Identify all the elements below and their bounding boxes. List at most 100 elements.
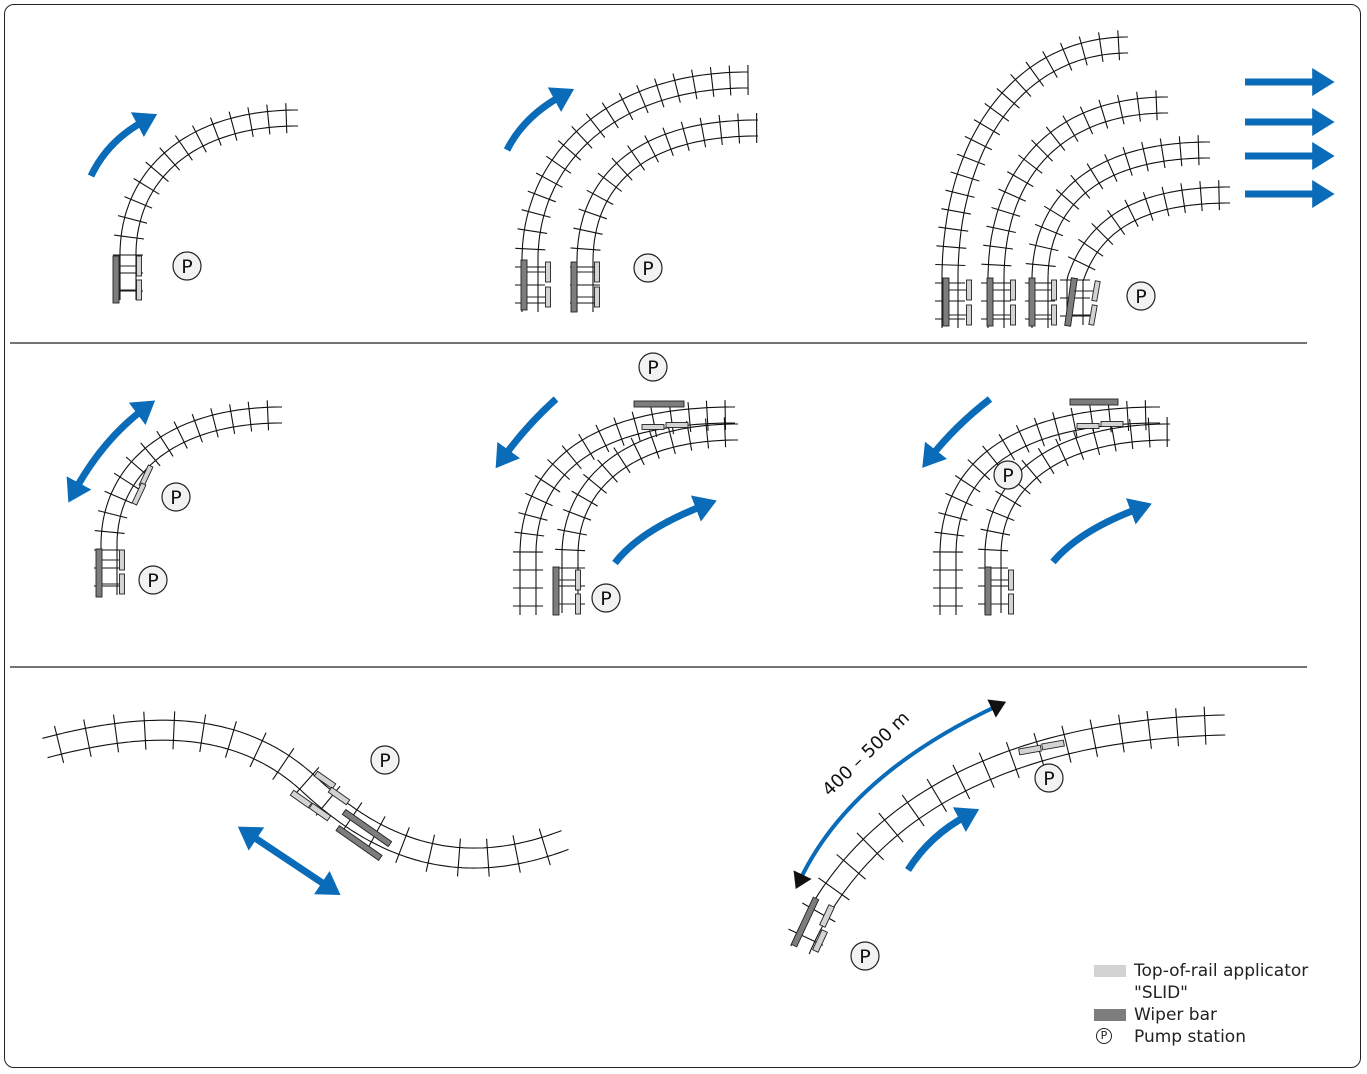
wiper-bar bbox=[112, 255, 120, 304]
rail bbox=[808, 734, 1226, 955]
legend-wiper-label: Wiper bar bbox=[1134, 1005, 1217, 1025]
rail bbox=[577, 439, 738, 613]
top-of-rail-applicator bbox=[966, 279, 972, 301]
rail bbox=[116, 422, 282, 595]
sleeper-ties bbox=[570, 112, 758, 304]
wiper-bar bbox=[1064, 277, 1078, 327]
rail bbox=[987, 96, 1168, 328]
rail bbox=[1047, 157, 1210, 328]
circled-p-icon: P bbox=[638, 352, 668, 382]
pump-station-symbol: P bbox=[1043, 768, 1054, 790]
rail bbox=[1031, 141, 1210, 328]
pump-station-circle bbox=[638, 352, 668, 382]
rail bbox=[1082, 202, 1230, 325]
legend-applicator: Top-of-rail applicator bbox=[1094, 960, 1354, 982]
sleeper-ties bbox=[515, 64, 749, 304]
top-of-rail-applicator bbox=[594, 261, 600, 283]
top-of-rail-applicator bbox=[1100, 421, 1124, 427]
rail bbox=[576, 119, 758, 312]
top-of-rail-applicator bbox=[1008, 569, 1014, 591]
pump-station-symbol: P bbox=[600, 588, 611, 610]
top-of-rail-applicator bbox=[1018, 744, 1042, 756]
top-of-rail-applicator bbox=[966, 304, 972, 326]
legend-applicator-sub: "SLID" bbox=[1094, 982, 1354, 1004]
curved-arrow-icon bbox=[922, 396, 993, 468]
double-arrow-icon bbox=[237, 826, 341, 895]
pump-station-circle bbox=[993, 460, 1023, 490]
top-of-rail-applicator bbox=[594, 286, 600, 308]
curved-arrow-icon bbox=[66, 400, 156, 503]
pump-station-circle bbox=[850, 941, 880, 971]
circled-p-icon: P bbox=[993, 460, 1023, 490]
curved-arrow-icon bbox=[503, 87, 575, 152]
rail bbox=[521, 71, 748, 312]
wiper-bar bbox=[95, 548, 103, 598]
wiper-bar bbox=[520, 259, 528, 311]
pump-station-symbol: P bbox=[170, 487, 181, 509]
sleeper-ties bbox=[981, 90, 1158, 320]
rail bbox=[42, 719, 562, 849]
pump-station-symbol: P bbox=[181, 256, 192, 278]
curved-arrow-icon bbox=[87, 112, 158, 178]
circled-p-icon: P bbox=[138, 565, 168, 595]
top-of-rail-applicator bbox=[1010, 304, 1016, 326]
top-of-rail-applicator bbox=[308, 802, 332, 822]
circled-p-icon: P bbox=[161, 482, 191, 512]
rail bbox=[1003, 112, 1169, 328]
top-of-rail-applicator bbox=[545, 286, 551, 308]
top-of-rail-applicator bbox=[327, 786, 351, 806]
pump-station-symbol: P bbox=[859, 946, 870, 968]
rail bbox=[119, 109, 298, 300]
rail bbox=[135, 125, 299, 300]
wiper-bar bbox=[984, 566, 992, 616]
rail bbox=[984, 423, 1170, 613]
circled-p-icon: P bbox=[1034, 763, 1064, 793]
circled-p-icon: P bbox=[633, 253, 663, 283]
curved-arrow-icon bbox=[495, 396, 559, 469]
top-of-rail-applicator bbox=[812, 929, 828, 953]
sleeper-ties bbox=[512, 400, 727, 607]
top-of-rail-applicator bbox=[1091, 280, 1101, 302]
diagram-frame bbox=[4, 4, 1361, 1068]
circled-p-icon: P bbox=[850, 941, 880, 971]
curved-arrow-icon bbox=[612, 495, 717, 566]
circled-p-icon: P bbox=[591, 583, 621, 613]
wiper-bar bbox=[986, 277, 994, 327]
wiper-bar bbox=[552, 566, 560, 616]
distance-label: 400 – 500 m bbox=[818, 707, 913, 800]
top-of-rail-applicator bbox=[1088, 304, 1098, 326]
legend-applicator-label-2: "SLID" bbox=[1134, 983, 1189, 1003]
rail bbox=[561, 423, 738, 613]
top-of-rail-applicator bbox=[313, 770, 337, 790]
pump-station-symbol: P bbox=[642, 258, 653, 280]
rail bbox=[1000, 439, 1170, 613]
top-of-rail-applicator bbox=[819, 904, 835, 928]
circled-p-icon: P bbox=[370, 745, 400, 775]
sleeper-ties bbox=[53, 711, 551, 877]
legend-pump: P Pump station bbox=[1094, 1026, 1354, 1048]
pump-station-circle bbox=[1034, 763, 1064, 793]
pump-station-symbol: P bbox=[1002, 465, 1013, 487]
pump-station-circle bbox=[161, 482, 191, 512]
applicator-swatch-icon bbox=[1094, 965, 1126, 977]
rail bbox=[957, 52, 1129, 328]
pump-station-symbol: P bbox=[147, 570, 158, 592]
legend: Top-of-rail applicator "SLID" Wiper bar … bbox=[1094, 960, 1354, 1048]
top-of-rail-applicator bbox=[1051, 304, 1057, 326]
top-of-rail-applicator bbox=[289, 789, 313, 809]
wiper-bar bbox=[341, 808, 393, 848]
legend-applicator-label: Top-of-rail applicator bbox=[1134, 961, 1309, 981]
curved-arrow-icon bbox=[1050, 498, 1152, 565]
circled-p-icon: P bbox=[1096, 1028, 1112, 1044]
wiper-bar bbox=[570, 261, 578, 313]
pump-station-symbol: P bbox=[379, 750, 390, 772]
pump-station-symbol: P bbox=[1135, 286, 1146, 308]
pump-station-circle bbox=[591, 583, 621, 613]
sleeper-ties bbox=[932, 400, 1147, 607]
top-of-rail-applicator bbox=[1010, 279, 1016, 301]
pump-station-circle bbox=[633, 253, 663, 283]
wiper-bar bbox=[790, 896, 820, 948]
top-of-rail-applicator bbox=[545, 261, 551, 283]
top-of-rail-applicator bbox=[1076, 423, 1100, 429]
